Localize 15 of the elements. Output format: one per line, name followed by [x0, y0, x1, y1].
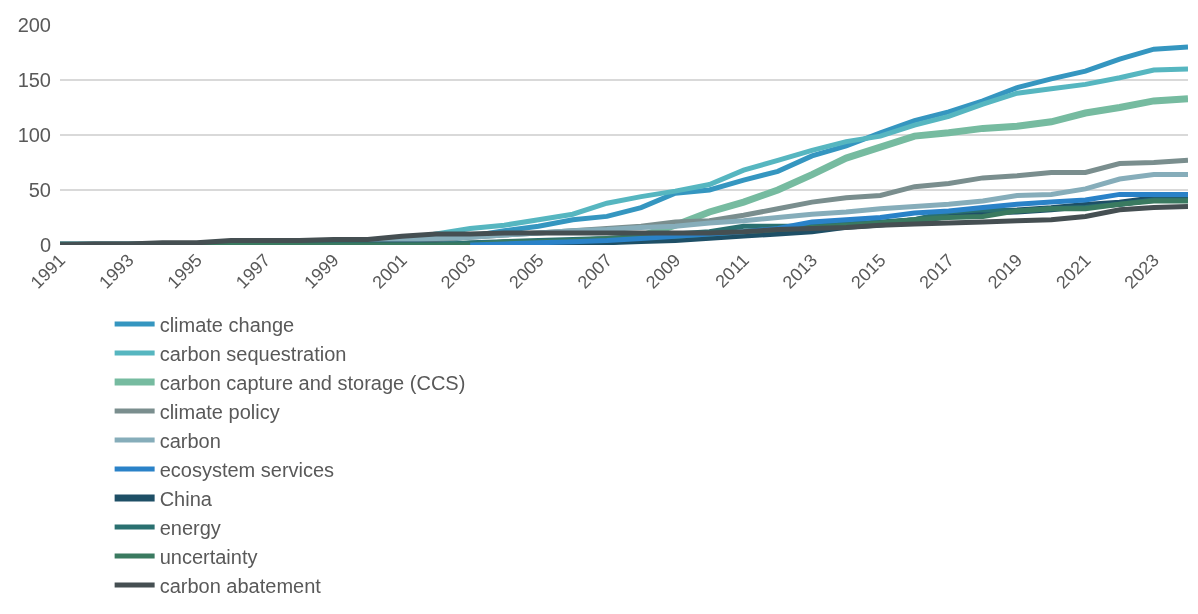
legend-label: carbon capture and storage (CCS): [159, 371, 466, 394]
legend-label: ecosystem services: [159, 458, 335, 481]
legend-label: China: [159, 487, 213, 510]
y-tick-label: 0: [39, 234, 51, 256]
legend-label: carbon sequestration: [159, 342, 347, 365]
legend-label: climate policy: [159, 400, 280, 423]
y-tick-label: 50: [28, 179, 51, 201]
legend-label: climate change: [159, 313, 295, 336]
legend-label: carbon: [159, 429, 221, 452]
legend-label: uncertainty: [159, 545, 258, 568]
y-tick-label: 100: [17, 124, 51, 146]
legend-label: energy: [159, 516, 221, 539]
y-tick-label: 150: [17, 69, 51, 91]
legend-label: carbon abatement: [159, 574, 322, 597]
y-tick-label: 200: [17, 14, 51, 36]
